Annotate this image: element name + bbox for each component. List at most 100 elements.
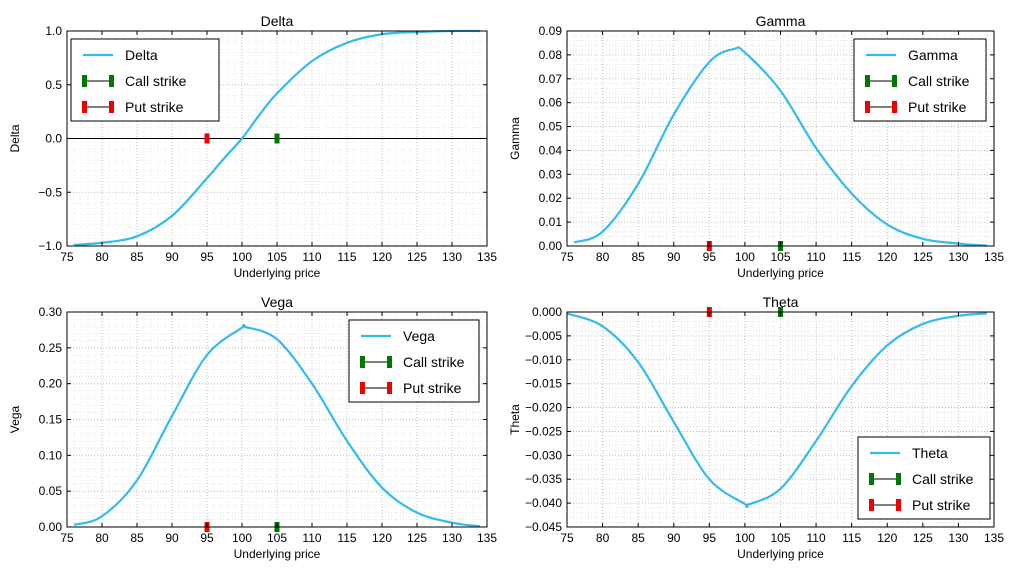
x-tick-label: 85 xyxy=(130,531,144,545)
x-tick-label: 115 xyxy=(337,250,356,264)
x-tick-label: 130 xyxy=(442,531,462,545)
y-tick-label: 0.00 xyxy=(539,239,563,253)
x-tick-label: 80 xyxy=(596,531,610,545)
legend-label: Put strike xyxy=(908,99,967,115)
x-tick-label: 120 xyxy=(877,531,897,545)
y-tick-label: −0.010 xyxy=(525,353,562,367)
x-tick-label: 125 xyxy=(407,531,427,545)
x-tick-label: 80 xyxy=(95,531,109,545)
x-tick-label: 100 xyxy=(232,250,252,264)
x-tick-label: 105 xyxy=(267,250,287,264)
x-tick-label: 100 xyxy=(232,531,252,545)
y-axis-label: Delta xyxy=(8,124,22,152)
y-axis-label: Gamma xyxy=(508,117,522,160)
legend-swatch-marker xyxy=(360,382,365,394)
panel-delta: 75 80 85 90 95 100 105 110 115 120 125 130 135 −1.0 −0… xyxy=(8,13,497,280)
x-tick-label: 95 xyxy=(703,250,717,264)
x-tick-label: 125 xyxy=(407,250,427,264)
x-tick-label: 125 xyxy=(913,250,933,264)
y-tick-label: 0.0 xyxy=(45,132,62,146)
legend: Theta Call strike Put strike xyxy=(857,436,991,520)
y-tick-label: 0.20 xyxy=(39,377,63,391)
y-tick-label: −0.005 xyxy=(525,329,562,343)
legend-swatch-marker xyxy=(892,75,897,87)
panel-vega: 75 80 85 90 95 100 105 110 115 120 125 130 135 0.00 0.… xyxy=(8,294,497,561)
x-tick-label: 130 xyxy=(442,250,462,264)
legend-swatch-marker xyxy=(82,101,87,113)
legend-label: Put strike xyxy=(403,380,462,396)
y-tick-label: −0.030 xyxy=(525,448,562,462)
x-tick-label: 100 xyxy=(735,250,755,264)
legend-swatch-marker xyxy=(892,101,897,113)
x-tick-label: 95 xyxy=(703,531,717,545)
legend-label: Gamma xyxy=(908,47,958,63)
y-tick-label: 0.01 xyxy=(539,215,563,229)
x-tick-label: 135 xyxy=(984,531,1004,545)
x-tick-label: 135 xyxy=(477,531,497,545)
x-tick-label: 90 xyxy=(165,250,179,264)
x-tick-label: 85 xyxy=(130,250,144,264)
legend: Vega Call strike Put strike xyxy=(348,319,480,403)
legend-label: Call strike xyxy=(912,471,974,487)
legend: Gamma Call strike Put strike xyxy=(853,38,987,122)
series-line-vega xyxy=(73,323,481,528)
x-axis-label: Underlying price xyxy=(737,266,824,280)
x-tick-label: 115 xyxy=(337,531,356,545)
x-tick-label: 115 xyxy=(842,531,861,545)
x-tick-label: 115 xyxy=(842,250,861,264)
legend-swatch-marker xyxy=(360,356,365,368)
y-tick-label: 0.03 xyxy=(539,167,563,181)
x-tick-label: 110 xyxy=(302,250,321,264)
x-tick-label: 80 xyxy=(95,250,109,264)
legend-swatch-marker xyxy=(896,499,901,511)
y-tick-label: 0.25 xyxy=(39,341,63,355)
legend-label: Theta xyxy=(912,445,948,461)
y-tick-label: −0.025 xyxy=(525,424,562,438)
legend-label: Delta xyxy=(125,47,158,63)
y-tick-label: 0.02 xyxy=(539,191,563,205)
x-tick-label: 75 xyxy=(560,250,574,264)
legend-swatch-marker xyxy=(865,75,870,87)
x-tick-label: 75 xyxy=(60,531,74,545)
y-tick-label: 0.09 xyxy=(539,24,563,38)
x-axis-label: Underlying price xyxy=(234,547,321,561)
y-tick-label: 0.05 xyxy=(539,120,563,134)
x-tick-label: 135 xyxy=(984,250,1004,264)
x-tick-label: 90 xyxy=(165,531,179,545)
x-tick-label: 105 xyxy=(770,250,790,264)
y-tick-label: 0.30 xyxy=(39,305,63,319)
y-tick-label: −0.035 xyxy=(525,472,562,486)
legend-swatch-marker xyxy=(869,499,874,511)
x-tick-label: 110 xyxy=(807,531,826,545)
x-tick-label: 110 xyxy=(302,531,321,545)
y-tick-label: 0.15 xyxy=(39,413,63,427)
legend-swatch-marker xyxy=(387,382,392,394)
x-tick-label: 100 xyxy=(735,531,755,545)
chart-title: Theta xyxy=(763,294,799,310)
x-tick-label: 120 xyxy=(372,250,392,264)
y-axis-label: Vega xyxy=(8,405,22,433)
y-axis-label: Theta xyxy=(508,404,522,435)
y-tick-label: −0.015 xyxy=(525,377,562,391)
y-tick-label: −0.045 xyxy=(525,520,562,534)
y-tick-label: 0.04 xyxy=(539,143,563,157)
y-tick-label: 0.00 xyxy=(39,520,63,534)
chart-title: Delta xyxy=(261,13,294,29)
y-tick-label: 0.000 xyxy=(532,305,562,319)
y-tick-label: −1.0 xyxy=(38,239,62,253)
x-tick-label: 130 xyxy=(948,250,968,264)
legend-swatch-marker xyxy=(896,473,901,485)
put-strike-marker xyxy=(204,133,210,144)
series-line-theta xyxy=(566,312,987,508)
y-tick-label: 0.5 xyxy=(45,78,62,92)
series-line-gamma xyxy=(573,46,987,247)
chart-title: Vega xyxy=(261,294,293,310)
x-tick-label: 90 xyxy=(667,250,681,264)
panel-gamma: 75 80 85 90 95 100 105 110 115 120 125 130 135 0.00 0.… xyxy=(508,13,1004,280)
x-axis-label: Underlying price xyxy=(234,266,321,280)
legend-swatch-marker xyxy=(865,101,870,113)
y-tick-label: 0.08 xyxy=(539,48,563,62)
x-tick-label: 125 xyxy=(913,531,933,545)
x-tick-label: 120 xyxy=(372,531,392,545)
